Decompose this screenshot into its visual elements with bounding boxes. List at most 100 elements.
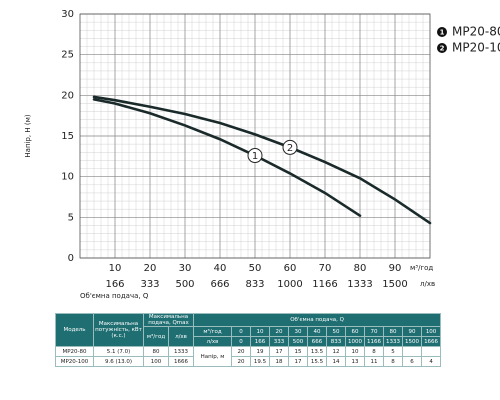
table-cell: 1666	[168, 356, 194, 367]
table-cell: м³/год	[143, 326, 169, 347]
curve-label-circle	[282, 139, 298, 155]
curve-label-circle	[247, 148, 263, 164]
table-cell: 833	[326, 336, 346, 347]
plot-border	[79, 13, 431, 259]
table-cell: 4	[420, 356, 442, 367]
table-cell: Напір, м	[193, 346, 232, 367]
table-cell: 20	[269, 326, 289, 337]
table-cell: л/хв	[193, 336, 232, 347]
curve-label: 1	[252, 151, 258, 162]
table-cell: 14	[326, 356, 346, 367]
legend-label: MP20-80	[452, 25, 500, 39]
table-cell: 10	[345, 346, 365, 357]
table-row: MP20-80 5.1 (7.0) 80 1333 Напір, м 20 19 17 15 13…	[55, 346, 442, 367]
table-cell: 13	[345, 356, 365, 367]
table-cell: 500	[288, 336, 308, 347]
table-row: л/хв 0 166 333 500 666 833 1000 1166 1333 1500 1666	[56, 336, 442, 347]
table-cell: 5	[383, 346, 403, 357]
table-cell: 70	[364, 326, 384, 337]
curve-label: 2	[287, 143, 293, 154]
table-row: Модель Максимальна потужність, кВт (к.с.)…	[55, 313, 442, 347]
table-cell: 19	[250, 346, 270, 357]
x-tick-label: 50	[249, 263, 262, 274]
x-tick-label: 70	[319, 263, 332, 274]
y-tick-label: 5	[68, 212, 74, 223]
table-cell: 1000	[345, 336, 365, 347]
table-cell: 9.6 (13.0)	[93, 356, 144, 367]
table-cell: 30	[288, 326, 308, 337]
x-tick-label: 60	[284, 263, 297, 274]
table-cell: 13.5	[307, 346, 327, 357]
table-cell	[420, 346, 442, 357]
table-cell: Об'ємна подача, Q	[192, 313, 442, 327]
chart: Напір, H (м) Об'ємна подача, Q м³/год л/…	[24, 9, 500, 300]
table-row: MP20-100 9.6 (13.0) 100 1666 20 19.5 18 17 15.5 1…	[55, 356, 442, 367]
x2-tick-label: 1333	[347, 279, 372, 290]
table-cell: 19.5	[250, 356, 270, 367]
table-cell: 80	[383, 326, 403, 337]
x-unit: м³/год	[410, 264, 433, 272]
legend-marker	[437, 43, 447, 53]
table-cell: 12	[326, 346, 346, 357]
table-cell: 100	[143, 356, 169, 367]
table-cell: м³/год	[193, 326, 232, 337]
table-cell: 1666	[420, 336, 442, 347]
y-tick-label: 15	[61, 131, 74, 142]
x2-tick-label: 1166	[312, 279, 337, 290]
table-cell	[402, 346, 422, 357]
table-cell: Модель	[55, 313, 94, 347]
table-cell: 0	[231, 326, 251, 337]
table-cell: 0	[231, 336, 251, 347]
x-tick-label: 40	[214, 263, 227, 274]
y-tick-label: 0	[68, 253, 74, 264]
x-tick-label: 90	[389, 263, 402, 274]
x2-tick-label: 666	[210, 279, 229, 290]
y-axis-label: Напір, H (м)	[24, 114, 32, 157]
table-cell: 1166	[364, 336, 384, 347]
table-cell: 1500	[402, 336, 422, 347]
table-cell: 666	[307, 336, 327, 347]
curve	[92, 98, 362, 218]
x2-unit: л/хв	[420, 280, 435, 288]
spec-table: Модель Максимальна потужність, кВт (к.с.)…	[55, 313, 442, 367]
table-cell: 100	[420, 326, 442, 337]
table-cell: 18	[269, 356, 289, 367]
table-cell: 20	[231, 346, 251, 357]
table-cell: 5.1 (7.0)	[93, 346, 144, 357]
y-tick-label: 10	[61, 172, 74, 183]
legend-marker	[437, 27, 447, 37]
legend-marker-text: 2	[440, 45, 445, 53]
x-tick-label: 20	[144, 263, 157, 274]
table-cell: 11	[364, 356, 384, 367]
table-cell: 1333	[168, 346, 194, 357]
x-tick-label: 30	[179, 263, 192, 274]
table-cell: л/хв	[168, 326, 194, 347]
table-cell: 15	[288, 346, 308, 357]
x2-tick-label: 833	[245, 279, 264, 290]
x2-tick-label: 166	[105, 279, 124, 290]
legend-marker-text: 1	[440, 29, 445, 37]
table-cell: 8	[364, 346, 384, 357]
curve	[92, 95, 432, 225]
x-tick-label: 80	[354, 263, 367, 274]
table-cell: 60	[345, 326, 365, 337]
x2-tick-label: 1500	[382, 279, 407, 290]
table-cell: MP20-100	[55, 356, 94, 367]
y-tick-label: 25	[61, 50, 74, 61]
table-cell: 333	[269, 336, 289, 347]
table-cell: 40	[307, 326, 327, 337]
x-axis-label: Об'ємна подача, Q	[80, 292, 149, 300]
table-cell: Максимальна подача, Qmax	[143, 313, 194, 327]
table-cell: 6	[402, 356, 422, 367]
y-tick-label: 20	[61, 90, 74, 101]
x2-tick-label: 500	[175, 279, 194, 290]
table-cell: 17	[288, 356, 308, 367]
table-cell: 50	[326, 326, 346, 337]
table-cell: 20	[231, 356, 251, 367]
table-cell: 15.5	[307, 356, 327, 367]
table-cell: 10	[250, 326, 270, 337]
table-cell: 80	[143, 346, 169, 357]
legend-label: MP20-100	[452, 41, 500, 55]
x2-tick-label: 1000	[277, 279, 302, 290]
